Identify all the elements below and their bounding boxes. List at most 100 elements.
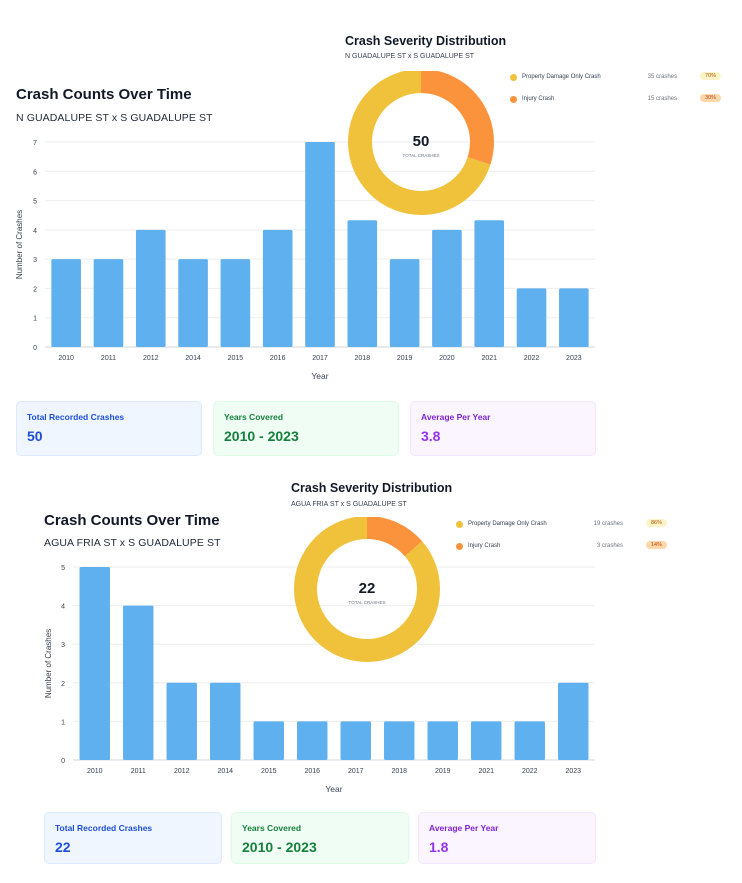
y-tick-label: 2 [61,681,65,688]
legend-count: 15 crashes [647,96,677,102]
x-tick-label: 2019 [435,768,451,775]
donut-total-value: 50 [413,133,430,150]
legend-item-injury: Injury Crash 15 crashes 30% [510,94,725,116]
y-tick-label: 0 [33,345,37,352]
y-tick-label: 5 [33,199,37,206]
severity-chart-title: Crash Severity Distribution [291,481,453,495]
legend-count: 19 crashes [593,521,623,527]
x-tick-label: 2019 [397,355,413,362]
x-tick-label: 2010 [58,355,74,362]
y-axis-label: Number of Crashes [44,629,53,698]
donut-total-label: TOTAL CRASHES [403,153,440,158]
legend-count: 3 crashes [596,543,623,549]
legend-percent-badge: 14% [645,541,667,549]
x-tick-label: 2014 [185,355,201,362]
x-tick-label: 2015 [261,768,277,775]
x-axis-label: Year [325,784,342,794]
average-per-year-card: Average Per Year 3.8 [410,401,596,456]
card-label: Total Recorded Crashes [27,412,125,422]
y-tick-label: 3 [61,642,65,649]
bar [427,721,458,760]
x-tick-label: 2012 [174,768,190,775]
total-crashes-card: Total Recorded Crashes 50 [16,401,202,456]
legend-percent-badge: 86% [645,519,667,527]
card-value: 22 [55,839,71,855]
bar-chart-title: Crash Counts Over Time [44,512,220,529]
x-tick-label: 2022 [522,768,538,775]
x-tick-label: 2014 [217,768,233,775]
bar [516,288,547,347]
x-tick-label: 2011 [131,768,146,775]
legend-label: Injury Crash [468,543,501,549]
legend-item-injury: Injury Crash 3 crashes 14% [456,541,671,563]
y-tick-label: 6 [33,169,37,176]
y-tick-label: 1 [61,719,65,726]
legend-item-property-damage: Property Damage Only Crash 19 crashes 86… [456,519,671,541]
bar [135,229,166,347]
bar [558,682,589,760]
y-tick-label: 5 [61,565,65,572]
bar [474,220,505,347]
card-value: 1.8 [429,839,449,855]
severity-chart-title: Crash Severity Distribution [345,34,507,48]
bar [384,721,415,760]
x-tick-label: 2011 [101,355,116,362]
x-tick-label: 2023 [566,355,582,362]
legend-dot-icon [510,96,517,103]
bar-chart: 0 1 2 3 4 5 2010 2011 2012 2014 2015 2016 2017 2018 20… [44,565,595,794]
legend-dot-icon [510,74,517,81]
legend-percent-badge: 30% [699,94,721,102]
donut-total-value: 22 [359,580,376,597]
bar-chart-subtitle: AGUA FRIA ST x S GUADALUPE ST [44,537,221,549]
card-label: Years Covered [224,412,284,422]
bar [432,229,462,347]
x-tick-label: 2018 [355,355,371,362]
y-tick-label: 3 [33,257,37,264]
legend-label: Injury Crash [522,96,555,102]
bar [347,220,378,347]
card-value: 50 [27,428,43,444]
bar [262,229,293,347]
bar [471,721,502,760]
severity-chart-subtitle: AGUA FRIA ST x S GUADALUPE ST [291,501,407,508]
bar-chart-subtitle: N GUADALUPE ST x S GUADALUPE ST [16,112,213,124]
x-tick-label: 2015 [228,355,244,362]
legend-label: Property Damage Only Crash [522,74,601,80]
card-value: 2010 - 2023 [224,428,299,444]
bar [559,288,589,347]
x-tick-label: 2016 [304,768,320,775]
x-tick-label: 2017 [348,768,364,775]
y-tick-label: 4 [33,228,37,235]
bar [93,259,124,347]
legend-dot-icon [456,521,463,528]
y-axis-label: Number of Crashes [15,210,24,279]
bar-chart: 0 1 2 3 4 5 6 7 2010 2011 2012 2014 2015 2016 2017 2018… [15,140,595,381]
y-tick-label: 0 [61,758,65,765]
bar [220,259,251,347]
legend-label: Property Damage Only Crash [468,521,547,527]
x-tick-label: 2020 [439,355,455,362]
x-tick-label: 2016 [270,355,286,362]
severity-legend: Property Damage Only Crash 35 crashes 70… [510,72,725,116]
bar [389,259,420,347]
donut-total-label: TOTAL CRASHES [349,600,386,605]
y-tick-label: 4 [61,604,65,611]
legend-count: 35 crashes [647,74,677,80]
x-axis-label: Year [311,371,328,381]
x-tick-label: 2021 [481,355,497,362]
bar [340,721,371,760]
bar [178,259,208,347]
bar [123,605,154,760]
bar [514,721,545,760]
donut-chart: 22 TOTAL CRASHES [294,517,440,662]
x-tick-label: 2012 [143,355,159,362]
legend-dot-icon [456,543,463,550]
x-tick-label: 2021 [478,768,494,775]
card-value: 3.8 [421,428,441,444]
bar [305,142,335,347]
x-tick-label: 2022 [524,355,540,362]
y-tick-label: 2 [33,286,37,293]
years-covered-card: Years Covered 2010 - 2023 [213,401,399,456]
total-crashes-card: Total Recorded Crashes 22 [44,812,222,864]
x-tick-label: 2023 [565,768,581,775]
